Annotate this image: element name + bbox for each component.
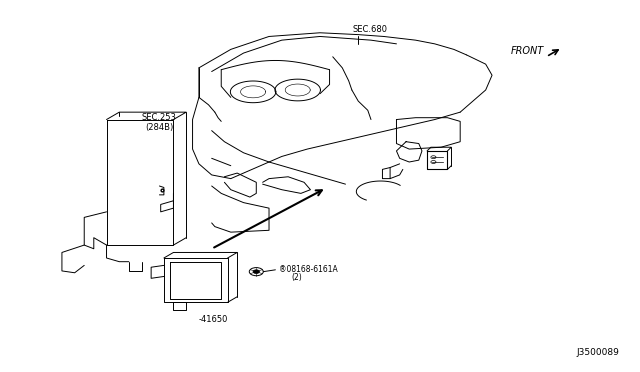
Text: SEC.253: SEC.253 xyxy=(142,113,177,122)
Circle shape xyxy=(253,270,259,273)
Text: FRONT: FRONT xyxy=(511,46,545,56)
Text: (284B): (284B) xyxy=(145,124,173,132)
Text: (2): (2) xyxy=(291,273,302,282)
Text: -41650: -41650 xyxy=(199,315,228,324)
Text: ®08168-6161A: ®08168-6161A xyxy=(278,264,337,273)
Text: J3500089: J3500089 xyxy=(577,347,620,357)
Text: SEC.680: SEC.680 xyxy=(352,25,387,34)
